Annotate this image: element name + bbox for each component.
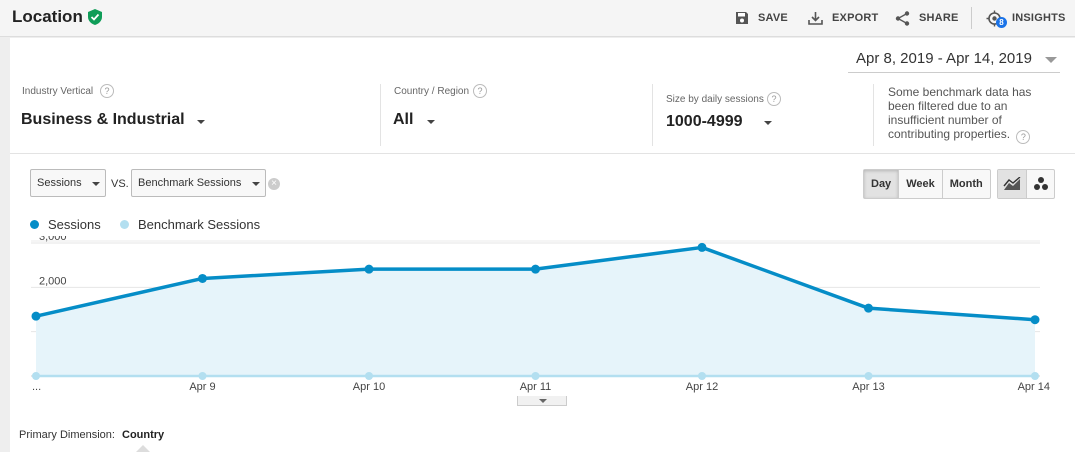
month-button[interactable]: Month <box>941 170 990 198</box>
industry-label: Industry Vertical <box>22 86 94 97</box>
legend-item-sessions[interactable]: Sessions <box>30 217 101 232</box>
legend-label: Sessions <box>48 217 101 232</box>
report-header: Location SAVE EXPORT SHARE <box>0 0 1075 37</box>
industry-caret-icon[interactable] <box>197 120 205 124</box>
download-icon <box>808 12 823 25</box>
metric-select-primary[interactable]: Sessions <box>30 169 106 197</box>
help-icon[interactable]: ? <box>1016 130 1031 144</box>
chevron-down-icon <box>92 182 100 186</box>
sessions-point <box>1030 315 1040 325</box>
export-label: EXPORT <box>832 12 879 24</box>
filter-divider <box>652 84 653 146</box>
day-button[interactable]: Day <box>864 170 899 198</box>
save-button[interactable]: SAVE <box>735 8 788 28</box>
vs-label: VS. <box>111 178 129 190</box>
benchmark-point <box>698 372 706 380</box>
help-icon[interactable]: ? <box>473 84 487 98</box>
granularity-toggle: Day Week Month <box>863 169 991 199</box>
chevron-down-icon <box>539 399 547 403</box>
week-button[interactable]: Week <box>898 170 942 198</box>
motion-chart-button[interactable] <box>1026 170 1054 198</box>
y-tick-label: 2,000 <box>39 275 67 287</box>
line-chart-button[interactable] <box>998 170 1026 198</box>
filter-divider <box>873 84 874 146</box>
x-tick-label: Apr 10 <box>353 381 385 393</box>
sessions-point <box>697 242 707 252</box>
country-caret-icon[interactable] <box>427 120 435 124</box>
x-tick-label: Apr 12 <box>686 381 718 393</box>
share-button[interactable]: SHARE <box>895 8 959 28</box>
industry-dropdown[interactable]: Business & Industrial <box>21 111 185 128</box>
export-button[interactable]: EXPORT <box>808 8 878 28</box>
sessions-point <box>198 273 207 283</box>
sessions-point <box>31 311 41 321</box>
x-tick-label: Apr 11 <box>520 381 552 393</box>
legend-swatch <box>30 220 39 229</box>
date-range-underline <box>848 72 1060 73</box>
x-tick-label: Apr 13 <box>852 381 884 393</box>
size-dropdown[interactable]: 1000-4999 <box>666 113 743 130</box>
help-icon[interactable]: ? <box>100 84 114 98</box>
metric-select-primary-label: Sessions <box>37 177 82 189</box>
benchmark-point <box>32 372 40 380</box>
dimension-pointer <box>136 445 150 452</box>
legend-label: Benchmark Sessions <box>138 217 261 232</box>
note-text: Some benchmark data has been filtered du… <box>888 85 1032 141</box>
country-label: Country / Region <box>394 86 470 97</box>
remove-comparison-icon[interactable]: × <box>268 178 280 190</box>
benchmark-point <box>365 372 373 380</box>
sessions-point <box>531 264 540 274</box>
legend-item-benchmark[interactable]: Benchmark Sessions <box>120 217 260 232</box>
line-chart-icon <box>1003 177 1021 190</box>
primary-dimension-country[interactable]: Country <box>122 429 165 441</box>
chart-type-toggle <box>997 169 1055 199</box>
date-range-picker[interactable]: Apr 8, 2019 - Apr 14, 2019 <box>856 50 1032 67</box>
size-caret-icon[interactable] <box>764 121 772 125</box>
save-label: SAVE <box>758 12 788 24</box>
x-tick-label: Apr 9 <box>189 381 215 393</box>
benchmark-filter-note: Some benchmark data has been filtered du… <box>888 85 1053 144</box>
share-label: SHARE <box>919 12 959 24</box>
chevron-down-icon <box>252 182 260 186</box>
benchmark-point <box>531 372 540 380</box>
size-label: Size by daily sessions <box>666 94 764 105</box>
toolbar-divider <box>971 7 972 29</box>
metric-select-compare-label: Benchmark Sessions <box>138 177 242 189</box>
share-icon <box>895 10 910 26</box>
filter-divider <box>380 84 381 146</box>
section-divider <box>10 153 1075 154</box>
date-range-caret-icon[interactable] <box>1045 57 1057 63</box>
page-title: Location <box>12 7 83 26</box>
primary-dimension-label: Primary Dimension: <box>19 429 115 441</box>
sessions-point <box>364 264 374 274</box>
x-tick-label: Apr 14 <box>1018 381 1050 393</box>
benchmark-point <box>198 372 207 380</box>
legend-swatch <box>120 220 129 229</box>
bubble-chart-icon <box>1033 177 1048 190</box>
verified-shield-icon <box>88 9 102 25</box>
insights-count-badge: 8 <box>996 17 1007 28</box>
sessions-point <box>864 303 873 313</box>
country-dropdown[interactable]: All <box>393 111 414 128</box>
y-tick-label: 3,000 <box>39 236 67 243</box>
benchmark-point <box>864 372 873 380</box>
metric-select-compare[interactable]: Benchmark Sessions <box>131 169 266 197</box>
report-card <box>10 38 1075 452</box>
save-icon <box>736 12 748 24</box>
x-tick-label: ... <box>32 381 41 393</box>
insights-label: INSIGHTS <box>1012 12 1066 24</box>
help-icon[interactable]: ? <box>767 92 781 106</box>
benchmark-point <box>1031 372 1039 380</box>
expand-chart-tab[interactable] <box>517 396 567 406</box>
